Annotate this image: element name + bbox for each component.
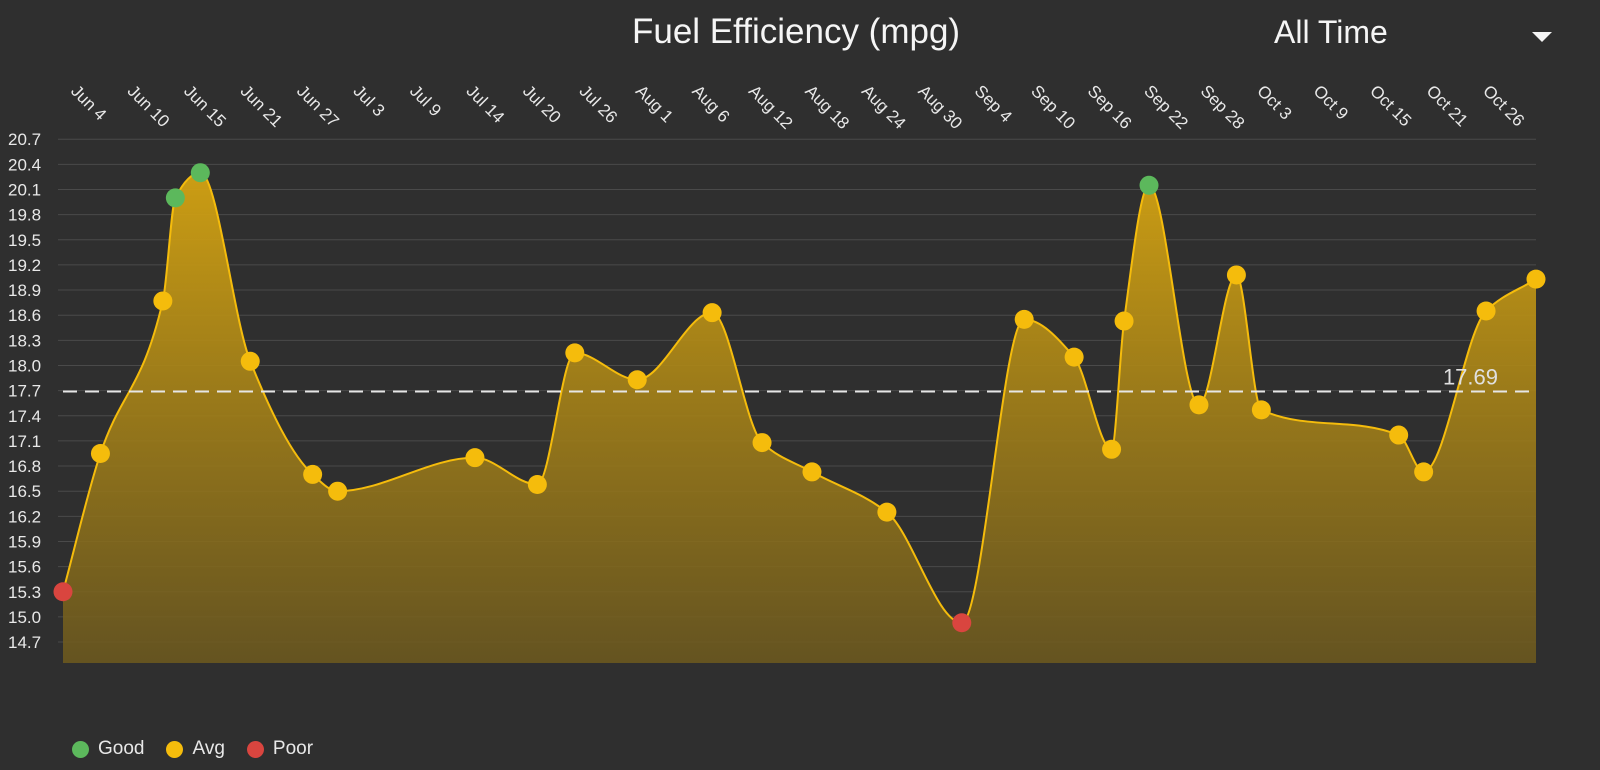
data-point-avg[interactable] — [1251, 400, 1271, 420]
x-tick-label: Aug 18 — [801, 81, 853, 133]
data-point-avg[interactable] — [1102, 439, 1122, 459]
y-tick-label: 19.8 — [8, 206, 41, 225]
x-tick-label: Aug 6 — [688, 81, 733, 126]
data-point-avg[interactable] — [1476, 301, 1496, 321]
area-fill — [63, 172, 1536, 663]
legend-item-poor: Poor — [246, 738, 314, 760]
legend-item-avg: Avg — [166, 738, 225, 760]
y-tick-label: 18.9 — [8, 281, 41, 300]
y-tick-label: 16.2 — [8, 507, 41, 526]
y-axis-ticks: 20.7 20.4 20.1 19.8 19.5 19.2 18.9 18.6 18.3 18.0… — [8, 130, 41, 652]
y-tick-label: 16.8 — [8, 457, 41, 476]
data-point-avg[interactable] — [240, 351, 260, 371]
x-tick-label: Aug 1 — [632, 81, 677, 126]
x-tick-label: Aug 12 — [745, 81, 797, 133]
y-tick-label: 17.4 — [8, 407, 41, 426]
x-tick-label: Oct 26 — [1479, 81, 1528, 130]
y-tick-label: 15.0 — [8, 608, 41, 627]
data-point-avg[interactable] — [627, 370, 647, 390]
x-tick-label: Oct 3 — [1253, 81, 1295, 123]
y-tick-label: 19.2 — [8, 256, 41, 275]
x-tick-label: Jun 27 — [293, 81, 343, 131]
data-point-poor[interactable] — [952, 613, 972, 633]
data-point-avg[interactable] — [1389, 425, 1409, 445]
data-point-avg[interactable] — [752, 433, 772, 453]
x-tick-label: Aug 24 — [858, 81, 910, 133]
data-point-good[interactable] — [190, 163, 210, 183]
data-point-avg[interactable] — [802, 462, 822, 482]
y-tick-label: 15.9 — [8, 532, 41, 551]
x-tick-label: Sep 22 — [1140, 81, 1192, 133]
data-points — [53, 163, 1546, 633]
data-point-avg[interactable] — [1114, 311, 1134, 331]
y-tick-label: 17.1 — [8, 432, 41, 451]
data-point-good[interactable] — [165, 188, 185, 208]
x-tick-label: Oct 15 — [1366, 81, 1415, 130]
data-point-poor[interactable] — [53, 582, 73, 602]
legend-label-poor: Poor — [272, 738, 314, 759]
data-point-avg[interactable] — [90, 443, 110, 463]
y-tick-label: 17.7 — [8, 382, 41, 401]
legend-label-avg: Avg — [192, 738, 225, 759]
x-axis-ticks: Jun 4 Jun 10 Jun 15 Jun 21 Jun 27 Jul 3 Jul 9 J… — [67, 81, 1528, 133]
x-tick-label: Jul 14 — [463, 81, 509, 127]
x-tick-label: Jul 20 — [519, 81, 565, 127]
data-point-good[interactable] — [1139, 175, 1159, 195]
y-tick-label: 15.3 — [8, 583, 41, 602]
chevron-down-icon[interactable] — [1532, 32, 1552, 42]
data-point-avg[interactable] — [1189, 395, 1209, 415]
data-point-avg[interactable] — [1226, 265, 1246, 285]
x-tick-label: Aug 30 — [914, 81, 966, 133]
data-point-avg[interactable] — [877, 502, 897, 522]
data-point-avg[interactable] — [1064, 347, 1084, 367]
x-tick-label: Jun 15 — [180, 81, 230, 131]
data-point-avg[interactable] — [702, 303, 722, 323]
data-point-avg[interactable] — [303, 464, 323, 484]
x-tick-label: Jul 26 — [575, 81, 621, 127]
data-point-avg[interactable] — [527, 474, 547, 494]
legend-swatch-good — [72, 740, 89, 758]
y-tick-label: 15.6 — [8, 558, 41, 577]
x-tick-label: Sep 28 — [1197, 81, 1249, 133]
x-tick-label: Jun 10 — [124, 81, 174, 131]
legend-swatch-avg — [166, 740, 184, 758]
y-tick-label: 18.3 — [8, 331, 41, 350]
chart-title: Fuel Efficiency (mpg) — [632, 12, 961, 51]
average-label: 17.69 — [1443, 364, 1498, 389]
x-tick-label: Oct 21 — [1423, 81, 1472, 130]
x-tick-label: Jun 4 — [67, 81, 110, 124]
y-tick-label: 20.4 — [8, 155, 41, 174]
legend-item-good: Good — [72, 738, 144, 760]
y-tick-label: 14.7 — [8, 633, 41, 652]
data-point-avg[interactable] — [1014, 309, 1034, 329]
y-tick-label: 16.5 — [8, 482, 41, 501]
legend-swatch-poor — [246, 740, 264, 758]
data-point-avg[interactable] — [1526, 269, 1546, 289]
data-point-avg[interactable] — [565, 343, 585, 363]
y-tick-label: 19.5 — [8, 231, 41, 250]
data-point-avg[interactable] — [328, 481, 348, 501]
y-tick-label: 20.7 — [8, 130, 41, 149]
x-tick-label: Jun 21 — [237, 81, 287, 131]
data-point-avg[interactable] — [153, 291, 173, 311]
time-range-dropdown[interactable]: All Time — [1260, 8, 1560, 58]
y-tick-label: 18.6 — [8, 306, 41, 325]
y-tick-label: 18.0 — [8, 356, 41, 375]
data-point-avg[interactable] — [465, 448, 485, 468]
data-point-avg[interactable] — [1414, 462, 1434, 482]
legend-label-good: Good — [98, 738, 145, 759]
area-fill-layer — [62, 171, 1537, 663]
x-tick-label: Oct 9 — [1310, 81, 1352, 123]
x-tick-label: Jul 3 — [350, 81, 389, 120]
y-tick-label: 20.1 — [8, 180, 41, 199]
average-line-layer: 17.69 — [63, 364, 1536, 393]
time-range-label: All Time — [1274, 14, 1388, 50]
x-tick-label: Sep 16 — [1084, 81, 1136, 133]
x-tick-label: Sep 10 — [1027, 81, 1079, 133]
x-tick-label: Sep 4 — [971, 81, 1016, 126]
legend: Good Avg Poor — [72, 736, 313, 762]
x-tick-label: Jul 9 — [406, 81, 445, 120]
